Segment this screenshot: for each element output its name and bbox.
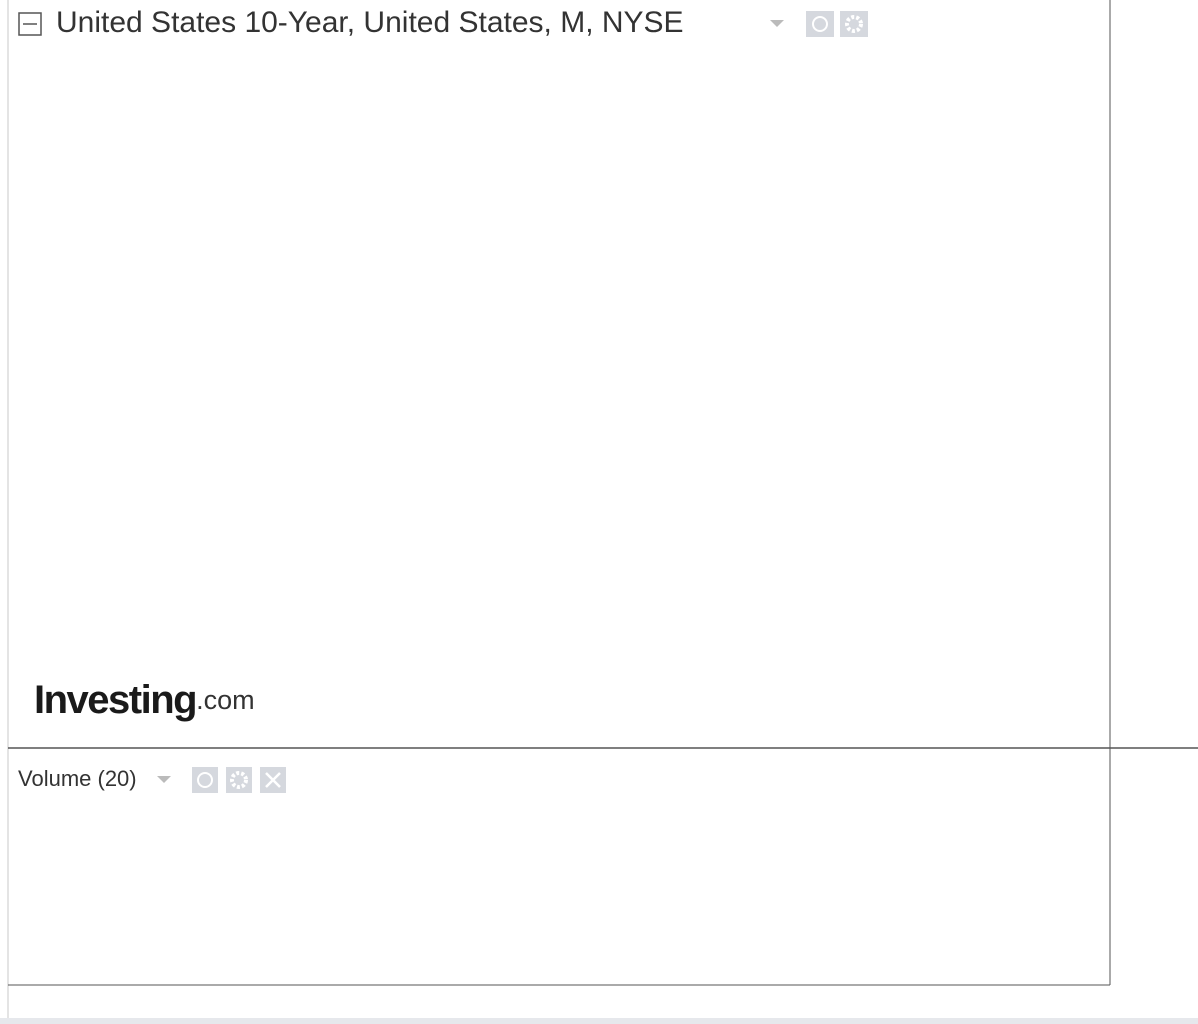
watermark-brand: Investing bbox=[34, 678, 196, 722]
close-icon bbox=[265, 772, 281, 788]
labels: United States 10-Year, United States, M,… bbox=[18, 6, 868, 793]
gear-icon bbox=[230, 771, 248, 789]
gear-icon bbox=[845, 15, 863, 33]
chart-title: United States 10-Year, United States, M,… bbox=[56, 6, 684, 39]
eye-icon bbox=[812, 16, 828, 32]
eye-icon bbox=[197, 772, 213, 788]
settings-button[interactable] bbox=[226, 767, 252, 793]
visibility-button[interactable] bbox=[806, 11, 834, 37]
collapse-button[interactable] bbox=[18, 12, 42, 36]
settings-button[interactable] bbox=[840, 11, 868, 37]
dropdown-arrow[interactable] bbox=[157, 776, 171, 783]
watermark: Investing.com bbox=[34, 678, 255, 722]
bottom-bar bbox=[0, 1018, 1198, 1024]
watermark-suffix: .com bbox=[196, 685, 255, 715]
volume-title: Volume (20) bbox=[18, 766, 137, 791]
dropdown-arrow[interactable] bbox=[770, 20, 784, 27]
visibility-button[interactable] bbox=[192, 767, 218, 793]
